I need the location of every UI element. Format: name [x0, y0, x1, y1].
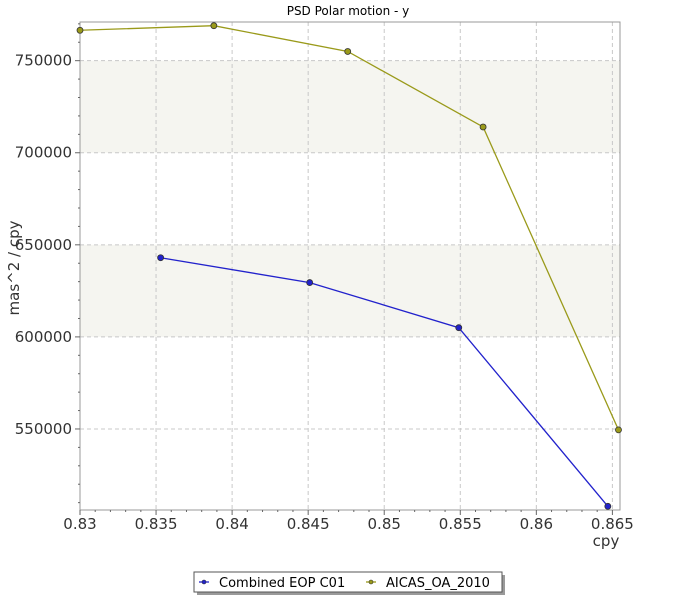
legend-entry: AICAS_OA_2010: [386, 576, 490, 591]
series-1: [157, 254, 612, 510]
data-point: [479, 123, 487, 131]
series-2: [76, 22, 622, 434]
plot-area-frame: [79, 21, 621, 511]
background-band: [80, 60, 620, 153]
legend-marker: [201, 579, 207, 585]
data-point: [344, 48, 352, 55]
x-tick-label: 0.845: [287, 515, 330, 533]
y-tick-label: 650000: [15, 236, 72, 254]
data-point: [76, 26, 84, 34]
legend-entry: Combined EOP C01: [219, 576, 345, 591]
x-tick-label: 0.865: [591, 515, 634, 533]
data-point: [306, 279, 314, 286]
x-axis: 0.83 0.835 0.84 0.845 0.85 0.855 0.86 0.865: [63, 510, 634, 533]
data-point: [210, 22, 218, 30]
x-tick-label: 0.83: [63, 515, 96, 533]
data-point: [615, 426, 622, 434]
data-point: [455, 324, 463, 332]
plot-background-bands: [80, 60, 620, 337]
series-lines: [76, 22, 622, 510]
x-tick-label: 0.84: [215, 515, 248, 533]
legend: Combined EOP C01 AICAS_OA_2010: [193, 571, 505, 595]
y-tick-label: 600000: [15, 328, 72, 346]
chart-title: PSD Polar motion - y: [287, 4, 410, 18]
y-axis: 550000 600000 650000 700000 750000: [15, 23, 80, 504]
legend-box: [193, 571, 503, 593]
data-point: [604, 502, 612, 510]
x-tick-label: 0.85: [368, 515, 401, 533]
data-point: [157, 254, 165, 262]
x-tick-label: 0.835: [135, 515, 178, 533]
y-axis-label: mas^2 / cpy: [5, 220, 23, 315]
y-tick-label: 550000: [15, 420, 72, 438]
series-line: [160, 257, 609, 507]
background-band: [80, 244, 620, 337]
y-tick-label: 750000: [15, 52, 72, 70]
x-tick-label: 0.86: [520, 515, 553, 533]
y-tick-label: 700000: [15, 144, 72, 162]
x-axis-label: cpy: [593, 532, 620, 550]
legend-marker: [368, 579, 374, 585]
x-tick-label: 0.855: [439, 515, 482, 533]
